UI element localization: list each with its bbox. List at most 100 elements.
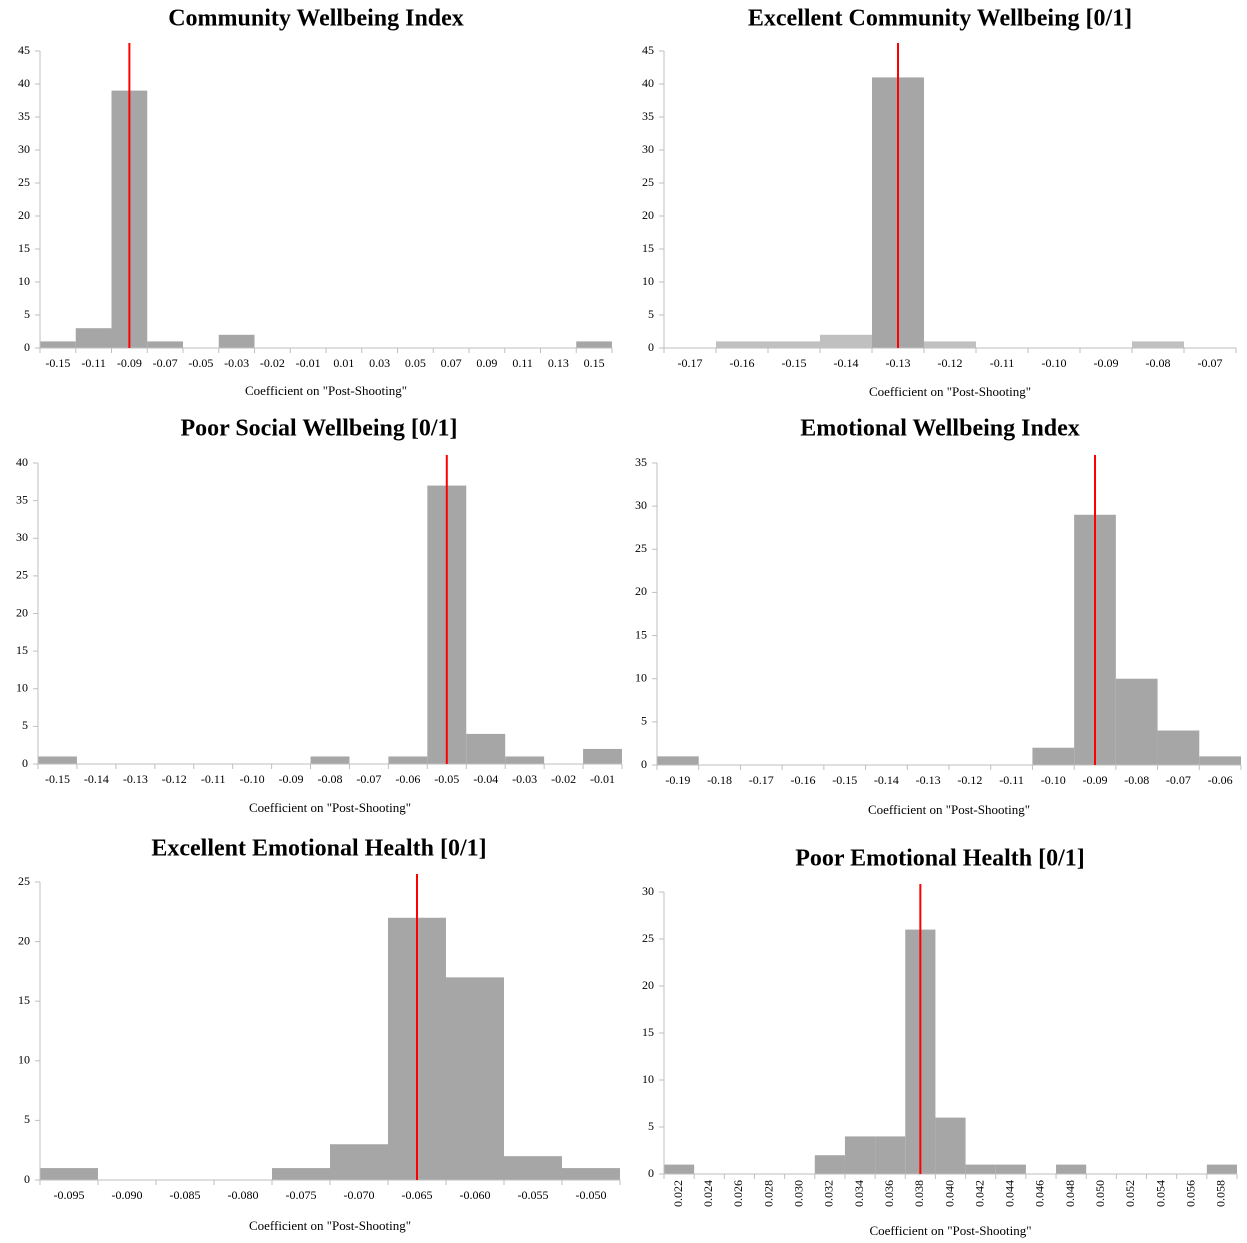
y-tick-label: 5 — [24, 1112, 30, 1126]
x-tick-label: -0.10 — [240, 772, 265, 786]
bar — [820, 334, 872, 348]
bar — [875, 1136, 906, 1174]
x-tick-label: -0.05 — [188, 356, 213, 370]
x-tick-label: 0.038 — [912, 1180, 926, 1207]
x-tick-label: 0.01 — [333, 356, 354, 370]
bar — [218, 334, 255, 348]
y-tick-label: 0 — [641, 757, 647, 771]
x-tick-label: -0.17 — [749, 773, 774, 787]
chart-title: Poor Emotional Health [0/1] — [795, 846, 1085, 872]
x-axis-title: Coefficient on "Post-Shooting" — [868, 802, 1030, 817]
x-tick-label: 0.022 — [671, 1180, 685, 1207]
chart-title: Excellent Emotional Health [0/1] — [151, 836, 486, 862]
y-tick-label: 25 — [642, 175, 654, 189]
y-tick-label: 5 — [24, 307, 30, 321]
bar — [814, 1155, 845, 1174]
x-tick-label: -0.16 — [791, 773, 816, 787]
x-tick-label: -0.03 — [224, 356, 249, 370]
y-tick-label: 0 — [648, 340, 654, 354]
x-tick-label: 0.050 — [1093, 1180, 1107, 1207]
y-tick-label: 10 — [642, 1072, 654, 1086]
y-tick-label: 30 — [642, 884, 654, 898]
bar — [310, 756, 350, 764]
x-tick-label: 0.052 — [1123, 1180, 1137, 1207]
bar — [466, 733, 506, 764]
bar — [147, 341, 183, 348]
x-tick-label: -0.09 — [279, 772, 304, 786]
x-tick-label: -0.055 — [518, 1188, 549, 1202]
y-tick-label: 35 — [16, 492, 28, 506]
y-tick-label: 5 — [648, 307, 654, 321]
x-tick-label: 0.030 — [791, 1180, 805, 1207]
y-tick-label: 10 — [16, 681, 28, 695]
y-tick-label: 25 — [18, 874, 30, 888]
y-tick-label: 45 — [18, 43, 30, 57]
bar — [1199, 756, 1241, 765]
bar — [768, 341, 820, 348]
chart-title: Emotional Wellbeing Index — [800, 416, 1080, 442]
x-tick-label: 0.15 — [584, 356, 605, 370]
x-axis-title: Coefficient on "Post-Shooting" — [245, 383, 407, 398]
y-tick-label: 15 — [18, 993, 30, 1007]
x-tick-label: 0.028 — [761, 1180, 775, 1207]
x-axis-title: Coefficient on "Post-Shooting" — [249, 800, 411, 815]
y-tick-label: 25 — [642, 931, 654, 945]
y-tick-label: 25 — [18, 175, 30, 189]
bar — [272, 1168, 330, 1180]
y-tick-label: 30 — [642, 142, 654, 156]
bar — [576, 341, 612, 348]
bar — [995, 1164, 1026, 1174]
chart-title: Excellent Community Wellbeing [0/1] — [748, 6, 1132, 32]
y-tick-label: 15 — [642, 1025, 654, 1039]
x-tick-label: -0.07 — [1166, 773, 1191, 787]
x-tick-label: 0.07 — [441, 356, 462, 370]
y-tick-label: 20 — [642, 208, 654, 222]
y-tick-label: 25 — [635, 541, 647, 555]
bar — [1157, 730, 1200, 765]
y-tick-label: 30 — [635, 498, 647, 512]
x-tick-label: -0.01 — [590, 772, 615, 786]
x-tick-label: -0.065 — [402, 1188, 433, 1202]
x-tick-label: 0.03 — [369, 356, 390, 370]
y-tick-label: 15 — [18, 241, 30, 255]
y-tick-label: 15 — [642, 241, 654, 255]
x-tick-label: 0.09 — [476, 356, 497, 370]
y-tick-label: 20 — [642, 978, 654, 992]
y-tick-label: 10 — [635, 670, 647, 684]
x-tick-label: 0.026 — [731, 1180, 745, 1207]
x-tick-label: -0.05 — [434, 772, 459, 786]
y-tick-label: 5 — [22, 718, 28, 732]
y-tick-label: 0 — [648, 1166, 654, 1180]
x-tick-label: -0.02 — [260, 356, 285, 370]
y-tick-label: 10 — [18, 274, 30, 288]
x-tick-label: -0.18 — [707, 773, 732, 787]
x-tick-label: -0.07 — [1198, 356, 1223, 370]
y-tick-label: 5 — [641, 714, 647, 728]
x-tick-label: -0.12 — [957, 773, 982, 787]
y-tick-label: 0 — [24, 340, 30, 354]
bar — [40, 341, 76, 348]
x-tick-label: -0.15 — [832, 773, 857, 787]
x-tick-label: 0.11 — [512, 356, 533, 370]
x-tick-label: -0.19 — [665, 773, 690, 787]
x-tick-label: -0.11 — [81, 356, 106, 370]
bar — [330, 1144, 388, 1180]
x-tick-label: -0.15 — [782, 356, 807, 370]
x-tick-label: -0.12 — [162, 772, 187, 786]
x-tick-label: 0.024 — [701, 1180, 715, 1207]
bar — [664, 1164, 695, 1174]
bar — [1132, 341, 1184, 348]
y-tick-label: 15 — [16, 643, 28, 657]
x-tick-label: -0.060 — [460, 1188, 491, 1202]
x-tick-label: -0.085 — [170, 1188, 201, 1202]
x-tick-label: 0.054 — [1153, 1180, 1167, 1207]
bar — [1206, 1164, 1237, 1174]
bar — [446, 977, 504, 1180]
bar — [38, 756, 77, 764]
x-axis-title: Coefficient on "Post-Shooting" — [869, 1223, 1031, 1238]
x-tick-label: -0.08 — [318, 772, 343, 786]
y-tick-label: 20 — [18, 208, 30, 222]
y-tick-label: 35 — [635, 455, 647, 469]
y-tick-label: 45 — [642, 43, 654, 57]
y-tick-label: 20 — [18, 933, 30, 947]
